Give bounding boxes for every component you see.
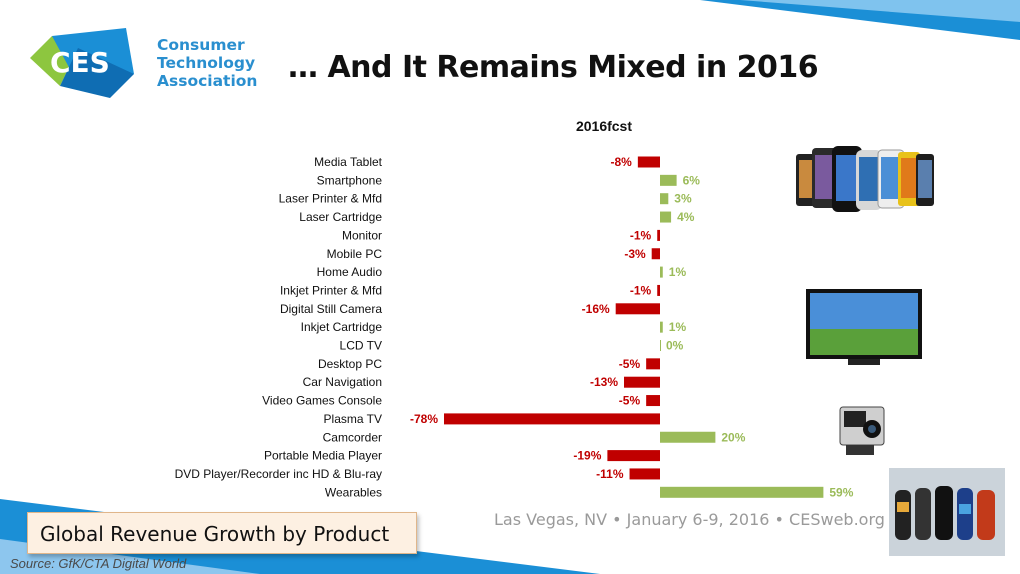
bar [660, 193, 669, 205]
category-label: Laser Cartridge [299, 210, 382, 224]
category-label: Inkjet Cartridge [301, 320, 383, 334]
data-label: -5% [619, 394, 641, 408]
data-label: 0% [666, 339, 684, 353]
bar [646, 395, 660, 407]
bar [615, 303, 660, 315]
data-label: 20% [721, 430, 745, 444]
data-label: -78% [410, 412, 438, 426]
bar [660, 174, 677, 186]
category-label: Laser Printer & Mfd [279, 192, 382, 206]
chart-caption: Global Revenue Growth by Product [27, 512, 417, 554]
data-label: 1% [669, 265, 687, 279]
data-label: -19% [573, 449, 601, 463]
bar [624, 376, 660, 388]
category-label: Media Tablet [314, 155, 382, 169]
wearable-bands-image [889, 468, 1005, 556]
bar [444, 413, 660, 425]
bar [660, 211, 672, 223]
data-label: 4% [677, 210, 695, 224]
bar [651, 248, 660, 260]
data-label: -1% [630, 228, 652, 242]
event-info: Las Vegas, NV • January 6-9, 2016 • CESw… [494, 510, 885, 529]
data-label: -8% [611, 155, 633, 169]
category-label: Smartphone [317, 173, 383, 187]
data-label: -3% [624, 247, 646, 261]
bar [646, 358, 660, 370]
category-label: DVD Player/Recorder inc HD & Blu-ray [175, 467, 382, 481]
category-label: Inkjet Printer & Mfd [280, 283, 382, 297]
logo-mark: CES [50, 46, 110, 79]
data-label: 6% [683, 173, 701, 187]
data-label: -1% [630, 283, 652, 297]
category-label: Desktop PC [318, 357, 382, 371]
action-camera-image [839, 406, 885, 455]
category-label: Portable Media Player [264, 449, 382, 463]
bar [637, 156, 660, 168]
data-label: -16% [582, 302, 610, 316]
category-label: Monitor [342, 228, 382, 242]
category-label: Video Games Console [262, 394, 382, 408]
lcd-tv-image [806, 289, 922, 365]
data-label: 1% [669, 320, 687, 334]
logo-wordmark: Consumer Technology Association [157, 36, 258, 90]
category-label: Camcorder [323, 430, 382, 444]
bar [660, 266, 663, 278]
bar [660, 486, 824, 498]
data-label: -13% [590, 375, 618, 389]
category-label: Plasma TV [324, 412, 382, 426]
data-label: 59% [829, 485, 853, 499]
chart-title: 2016fcst [576, 118, 632, 134]
page-title: … And It Remains Mixed in 2016 [288, 50, 819, 85]
bar [657, 229, 660, 241]
category-label: LCD TV [340, 339, 382, 353]
category-label: Home Audio [317, 265, 383, 279]
data-label: 3% [674, 192, 692, 206]
category-label: Car Navigation [303, 375, 382, 389]
data-label: -5% [619, 357, 641, 371]
chart-caption-text: Global Revenue Growth by Product [40, 522, 390, 546]
bar [657, 284, 660, 296]
smartphones-image [796, 146, 934, 212]
category-label: Digital Still Camera [280, 302, 382, 316]
bar [660, 321, 663, 333]
bar [607, 450, 660, 462]
bar [660, 431, 716, 443]
header-stripe [700, 0, 1020, 40]
category-label: Wearables [325, 485, 382, 499]
ces-logo: CES [30, 28, 134, 98]
bar [629, 468, 660, 480]
data-label: -11% [596, 467, 624, 481]
bar [660, 340, 661, 351]
source-note: Source: GfK/CTA Digital World [10, 556, 187, 571]
category-label: Mobile PC [327, 247, 383, 261]
